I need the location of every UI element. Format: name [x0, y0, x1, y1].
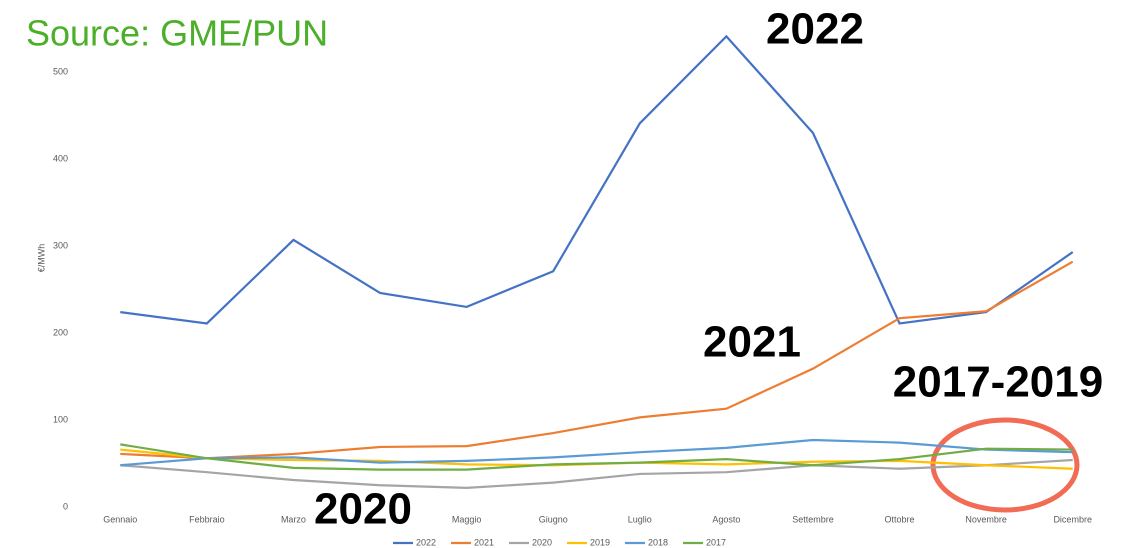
- x-tick-label: Marzo: [281, 514, 306, 524]
- series-line: [120, 34, 1074, 325]
- y-tick-label: 300: [53, 240, 68, 250]
- x-tick-label: Maggio: [452, 514, 482, 524]
- x-tick-label: Luglio: [628, 514, 652, 524]
- legend-label: 2022: [416, 537, 436, 547]
- y-tick-label: 400: [53, 153, 68, 163]
- highlight-ellipse: [930, 417, 1080, 513]
- series-line: [120, 438, 1073, 467]
- x-tick-label: Novembre: [965, 514, 1007, 524]
- series-line: [120, 260, 1074, 460]
- x-tick-label: Gennaio: [103, 514, 137, 524]
- y-tick-label: 500: [53, 66, 68, 76]
- y-tick-label: 100: [53, 414, 68, 424]
- legend-label: 2018: [648, 537, 668, 547]
- x-tick-label: Settembre: [792, 514, 834, 524]
- series-line: [120, 443, 1073, 471]
- y-tick-label: 200: [53, 327, 68, 337]
- y-axis-label: €/MWh: [36, 244, 46, 273]
- series-line: [120, 458, 1073, 489]
- annotation: 2017-2019: [893, 358, 1103, 407]
- x-tick-label: Agosto: [712, 514, 740, 524]
- x-tick-label: Febbraio: [189, 514, 225, 524]
- legend-label: 2019: [590, 537, 610, 547]
- x-tick-label: Giugno: [539, 514, 568, 524]
- source: Source: GME/PUN: [26, 13, 328, 54]
- legend-label: 2021: [474, 537, 494, 547]
- annotation: 2020: [314, 485, 412, 534]
- x-tick-label: Dicembre: [1053, 514, 1092, 524]
- y-tick-label: 0: [63, 501, 68, 511]
- annotation: 2021: [703, 318, 801, 367]
- x-tick-label: Ottobre: [885, 514, 915, 524]
- legend-label: 2020: [532, 537, 552, 547]
- series-line: [120, 448, 1073, 470]
- legend-label: 2017: [706, 537, 726, 547]
- annotation: 2022: [766, 5, 864, 54]
